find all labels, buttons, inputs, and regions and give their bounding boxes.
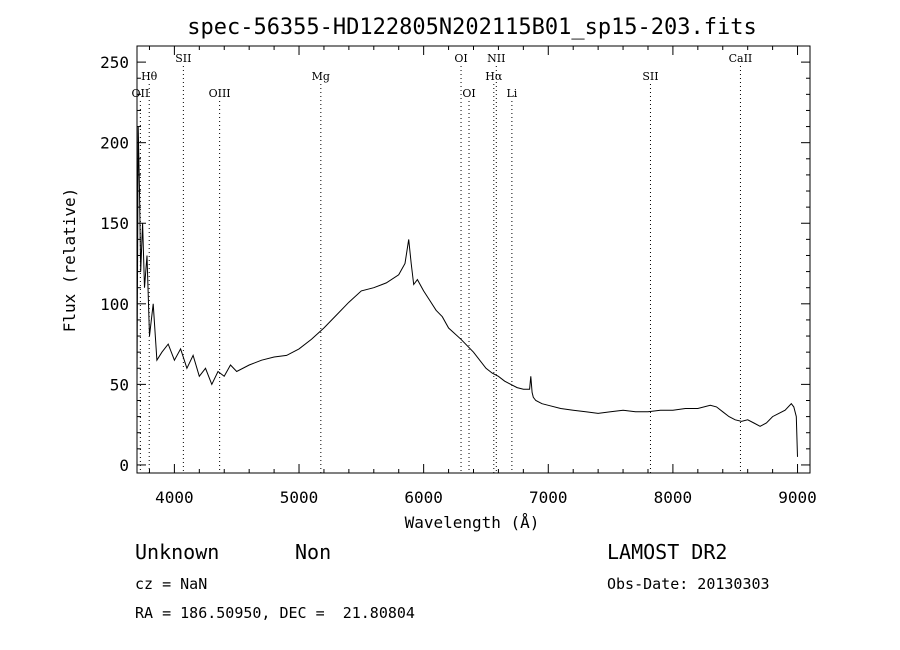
survey-label: LAMOST DR2 — [607, 540, 728, 564]
spectrum-chart: spec-56355-HD122805N202115B01_sp15-203.f… — [60, 15, 817, 532]
chart-title: spec-56355-HD122805N202115B01_sp15-203.f… — [187, 15, 757, 40]
y-tick-label: 0 — [119, 456, 129, 475]
emission-line-label: SII — [175, 52, 191, 65]
emission-line-label: OII — [132, 87, 150, 100]
y-tick-label: 100 — [100, 295, 129, 314]
emission-line-label: NII — [487, 52, 505, 65]
emission-line-label: SII — [642, 70, 658, 83]
line-markers: OII Hθ SII OIII Mg OI OI Hα NII Li SII CaII — [132, 52, 753, 473]
x-tick-label: 4000 — [155, 488, 194, 507]
x-axis-label: Wavelength (Å) — [405, 513, 540, 532]
redshift-cz: cz = NaN — [135, 575, 208, 593]
emission-line-label: Hα — [485, 70, 503, 83]
emission-line-label: CaII — [729, 52, 753, 65]
emission-line-label: OIII — [209, 87, 231, 100]
x-axis-ticks: 4000 5000 6000 7000 8000 9000 — [148, 46, 817, 507]
x-tick-label: 7000 — [529, 488, 568, 507]
y-axis-ticks: 0 50 100 150 200 250 — [100, 45, 810, 475]
x-tick-label: 6000 — [404, 488, 443, 507]
y-tick-label: 200 — [100, 134, 129, 153]
x-tick-label: 5000 — [280, 488, 319, 507]
emission-line-label: Li — [506, 87, 517, 100]
emission-line-label: OI — [462, 87, 475, 100]
plot-frame — [136, 45, 811, 474]
emission-line-label: Mg — [312, 70, 330, 83]
emission-line-label: OI — [454, 52, 467, 65]
y-axis-label: Flux (relative) — [60, 188, 79, 333]
y-tick-label: 250 — [100, 53, 129, 72]
y-tick-label: 50 — [110, 375, 129, 394]
object-subclass: Non — [295, 540, 332, 564]
object-class: Unknown — [135, 540, 220, 564]
x-tick-label: 8000 — [654, 488, 693, 507]
x-tick-label: 9000 — [778, 488, 817, 507]
observation-date: Obs-Date: 20130303 — [607, 575, 770, 593]
y-tick-label: 150 — [100, 214, 129, 233]
emission-line-label: Hθ — [141, 70, 158, 83]
coordinates: RA = 186.50950, DEC = 21.80804 — [135, 604, 415, 622]
spectrum-line — [136, 126, 798, 457]
